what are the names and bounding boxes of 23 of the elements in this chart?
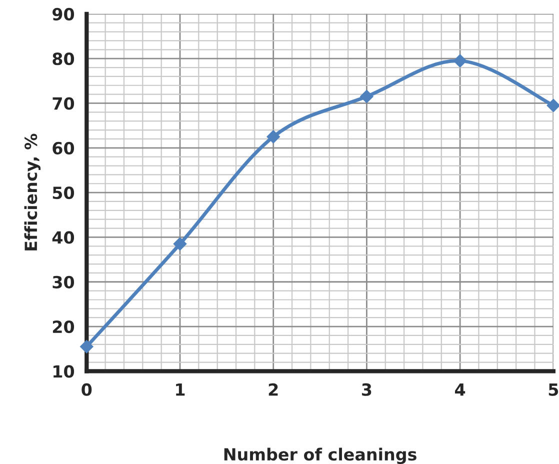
x-tick-label: 3	[362, 383, 372, 396]
point	[266, 130, 280, 144]
x-tick-label: 5	[548, 384, 558, 396]
y-tick-label: 50	[52, 186, 74, 200]
y-tick-label: 20	[52, 320, 74, 334]
y-tick-label: 70	[52, 97, 74, 110]
x-tick-label: 1	[176, 384, 185, 396]
point	[546, 98, 559, 112]
y-tick-label: 90	[52, 8, 74, 20]
x-tick-label: 0	[82, 383, 92, 396]
y-tick-label: 30	[52, 276, 74, 288]
x-axis-title: Number of cleanings	[224, 448, 416, 464]
point	[360, 90, 374, 104]
y-axis-title: Efficiency, %	[24, 134, 41, 250]
point	[173, 237, 187, 251]
point	[453, 54, 467, 68]
y-tick-label: 80	[52, 52, 74, 66]
y-tick-label: 60	[52, 142, 74, 154]
y-tick-label: 10	[54, 365, 74, 378]
x-tick-label: 4	[455, 384, 466, 396]
x-tick-label: 2	[268, 383, 278, 396]
point	[80, 340, 94, 354]
y-tick-label: 40	[52, 231, 74, 244]
